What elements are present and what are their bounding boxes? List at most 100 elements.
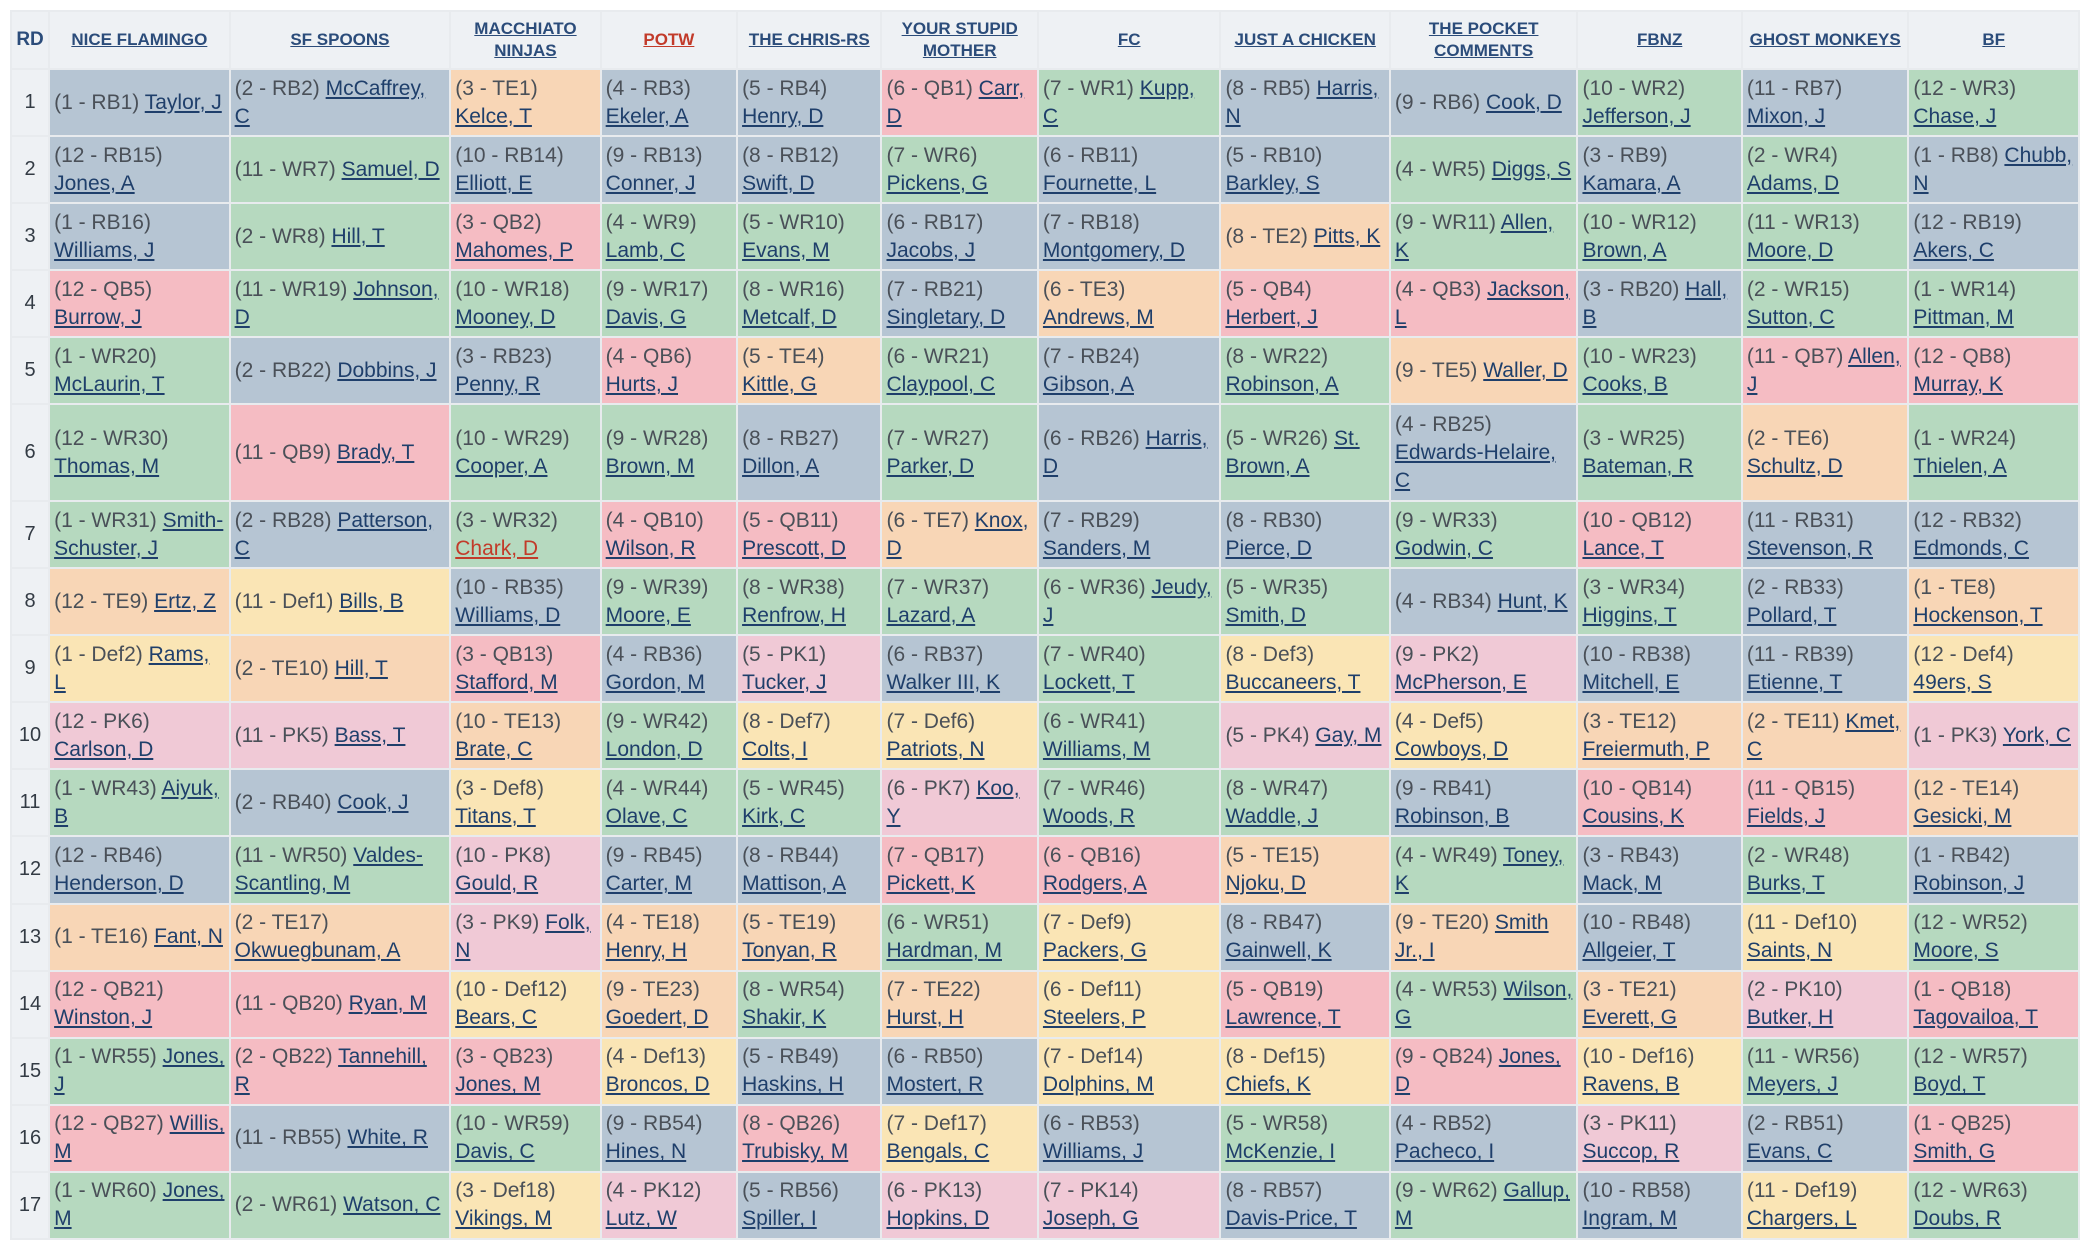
player-link[interactable]: Allen, K (1394, 210, 1554, 262)
player-link[interactable]: Murray, K (1913, 372, 2003, 396)
team-header-link[interactable]: FBNZ (1578, 12, 1741, 68)
player-link[interactable]: Mooney, D (455, 305, 556, 329)
player-link[interactable]: Carter, M (605, 871, 693, 895)
player-link[interactable]: Cook, D (1485, 90, 1562, 114)
player-link[interactable]: Colts, I (742, 737, 808, 761)
player-link[interactable]: Wilson, R (605, 536, 696, 560)
team-header-link[interactable]: JUST A CHICKEN (1221, 12, 1389, 68)
player-link[interactable]: Robinson, J (1913, 871, 2025, 895)
player-link[interactable]: Vikings, M (455, 1207, 552, 1231)
player-link[interactable]: St. Brown, A (1225, 426, 1360, 478)
player-link[interactable]: Gay, M (1315, 723, 1382, 747)
player-link[interactable]: Titans, T (455, 804, 536, 828)
player-link[interactable]: Gallup, M (1394, 1179, 1570, 1231)
player-link[interactable]: Jefferson, J (1582, 104, 1691, 128)
player-link[interactable]: Gould, R (455, 871, 539, 895)
player-link[interactable]: Fields, J (1746, 804, 1826, 828)
player-link[interactable]: Henderson, D (54, 871, 184, 895)
player-link[interactable]: Kirk, C (742, 804, 806, 828)
player-link[interactable]: Penny, R (455, 372, 541, 396)
player-link[interactable]: Samuel, D (341, 157, 440, 181)
player-link[interactable]: Bills, B (339, 589, 404, 613)
player-link[interactable]: Hill, T (334, 656, 388, 680)
player-link[interactable]: Cook, J (337, 790, 409, 814)
player-link[interactable]: Parker, D (886, 454, 974, 478)
player-link[interactable]: Fournette, L (1042, 171, 1157, 195)
player-link[interactable]: Barkley, S (1225, 171, 1320, 195)
player-link[interactable]: Andrews, M (1042, 305, 1154, 329)
player-link[interactable]: Diggs, S (1491, 157, 1572, 181)
player-link[interactable]: Jones, D (1394, 1045, 1561, 1097)
player-link[interactable]: Dillon, A (742, 454, 820, 478)
player-link[interactable]: Willis, M (54, 1112, 225, 1164)
team-header-link[interactable]: THE POCKET COMMENTS (1390, 12, 1577, 68)
player-link[interactable]: Kelce, T (455, 104, 532, 128)
player-link[interactable]: Conner, J (605, 171, 696, 195)
team-header-link[interactable]: GHOST MONKEYS (1742, 12, 1908, 68)
player-link[interactable]: Cooper, A (455, 454, 548, 478)
player-link[interactable]: Hill, T (331, 224, 385, 248)
player-link[interactable]: York, C (2002, 723, 2071, 747)
player-link[interactable]: Olave, C (605, 804, 688, 828)
player-link[interactable]: Trubisky, M (742, 1140, 849, 1164)
player-link[interactable]: Henry, H (605, 939, 687, 963)
player-link[interactable]: Walker III, K (886, 670, 1001, 694)
player-link[interactable]: Lance, T (1582, 536, 1664, 560)
player-link[interactable]: Robinson, A (1225, 372, 1339, 396)
player-link[interactable]: Sutton, C (1746, 305, 1835, 329)
team-header-link[interactable]: THE CHRIS-RS (738, 12, 881, 68)
player-link[interactable]: Pacheco, I (1394, 1140, 1495, 1164)
player-link[interactable]: Valdes-Scantling, M (234, 843, 423, 895)
player-link[interactable]: Jacobs, J (886, 238, 976, 262)
player-link[interactable]: Ryan, M (348, 992, 427, 1016)
team-header-link[interactable]: SF SPOONS (230, 12, 450, 68)
player-link[interactable]: Hines, N (605, 1140, 687, 1164)
player-link[interactable]: Harris, D (1042, 426, 1208, 478)
player-link[interactable]: Ertz, Z (154, 589, 216, 613)
player-link[interactable]: Hardman, M (886, 939, 1002, 963)
player-link[interactable]: Burks, T (1746, 871, 1825, 895)
player-link[interactable]: Gibson, A (1042, 372, 1134, 396)
player-link[interactable]: Hockenson, T (1913, 603, 2043, 627)
player-link[interactable]: White, R (347, 1126, 428, 1150)
player-link[interactable]: Gesicki, M (1913, 804, 2012, 828)
player-link[interactable]: Carr, D (886, 76, 1025, 128)
team-header-link[interactable]: FC (1038, 12, 1220, 68)
player-link[interactable]: Singletary, D (886, 305, 1006, 329)
team-header-link[interactable]: NICE FLAMINGO (50, 12, 229, 68)
player-link[interactable]: Pickett, K (886, 871, 976, 895)
player-link[interactable]: Metcalf, D (742, 305, 837, 329)
player-link[interactable]: McCaffrey, C (234, 76, 426, 128)
player-link[interactable]: Smith Jr., I (1394, 911, 1549, 963)
player-link[interactable]: Doubs, R (1913, 1207, 2001, 1231)
player-link[interactable]: Mack, M (1582, 871, 1662, 895)
player-link[interactable]: McLaurin, T (54, 372, 165, 396)
player-link[interactable]: Ingram, M (1582, 1207, 1677, 1231)
player-link[interactable]: Swift, D (742, 171, 815, 195)
player-link[interactable]: Lamb, C (605, 238, 686, 262)
player-link[interactable]: Mahomes, P (455, 238, 574, 262)
player-link[interactable]: Brown, M (605, 454, 695, 478)
player-link[interactable]: Akers, C (1913, 238, 1994, 262)
player-link[interactable]: Higgins, T (1582, 603, 1677, 627)
player-link[interactable]: Stafford, M (455, 670, 558, 694)
player-link[interactable]: Boyd, T (1913, 1073, 1986, 1097)
player-link[interactable]: Thomas, M (54, 454, 160, 478)
player-link[interactable]: Williams, J (1042, 1140, 1144, 1164)
player-link[interactable]: Edmonds, C (1913, 536, 2029, 560)
player-link[interactable]: Jackson, L (1394, 277, 1570, 329)
player-link[interactable]: Packers, G (1042, 939, 1147, 963)
player-link[interactable]: Pittman, M (1913, 305, 2014, 329)
player-link[interactable]: McPherson, E (1394, 670, 1527, 694)
player-link[interactable]: Prescott, D (742, 536, 846, 560)
player-link[interactable]: Jeudy, J (1042, 575, 1212, 627)
player-link[interactable]: Buccaneers, T (1225, 670, 1361, 694)
player-link[interactable]: Folk, N (455, 911, 591, 963)
player-link[interactable]: Chargers, L (1746, 1207, 1857, 1231)
player-link[interactable]: Brate, C (455, 737, 533, 761)
player-link[interactable]: Smith, D (1225, 603, 1306, 627)
player-link[interactable]: Montgomery, D (1042, 238, 1185, 262)
player-link[interactable]: Smith-Schuster, J (54, 508, 224, 560)
player-link[interactable]: Broncos, D (605, 1073, 710, 1097)
player-link[interactable]: Brown, A (1582, 238, 1667, 262)
